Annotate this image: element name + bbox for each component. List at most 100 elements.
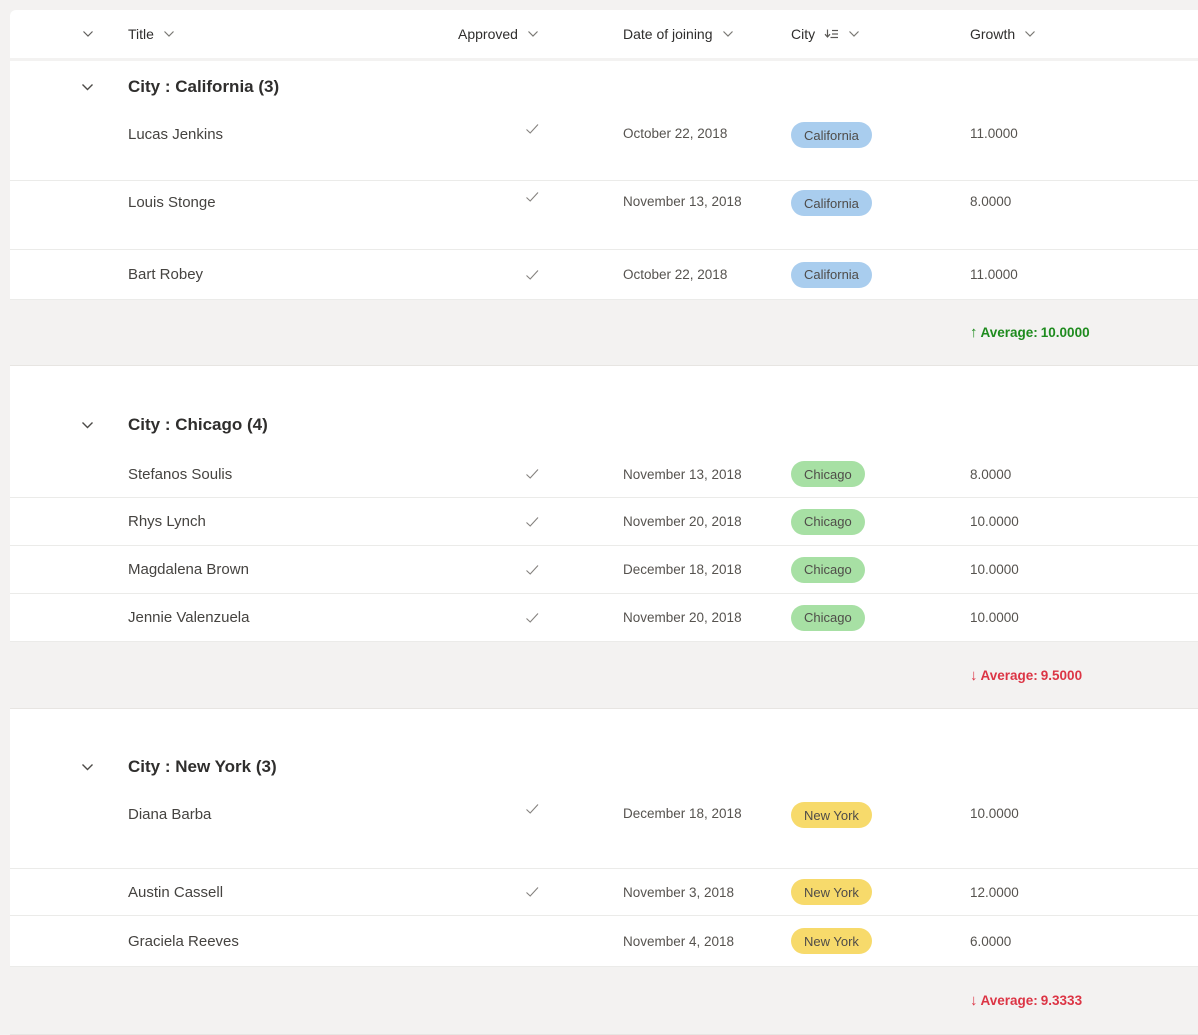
summary-label: Average:	[980, 667, 1038, 683]
title-cell: Austin Cassell	[118, 869, 450, 915]
group-header-row[interactable]: City : New York (3)	[10, 741, 1198, 793]
group-header-row[interactable]: City : Chicago (4)	[10, 399, 1198, 451]
group-summary-row: ↓ Average: 9.3333	[10, 967, 1198, 1035]
column-header-growth[interactable]: Growth	[960, 10, 1198, 58]
growth-cell: 11.0000	[960, 250, 1198, 299]
row-title-text: Jennie Valenzuela	[128, 609, 250, 626]
growth-text: 12.0000	[970, 884, 1019, 900]
title-cell: Magdalena Brown	[118, 546, 450, 593]
date-cell: November 13, 2018	[615, 451, 780, 497]
date-cell	[615, 300, 780, 365]
group-summary-row: ↑ Average: 10.0000	[10, 300, 1198, 366]
table-row[interactable]: Stefanos Soulis November 13, 2018 Chicago 8…	[10, 451, 1198, 498]
approved-check-icon	[525, 803, 540, 815]
date-text: December 18, 2018	[623, 562, 742, 577]
date-text: November 20, 2018	[623, 514, 742, 529]
column-header-city[interactable]: City	[780, 10, 960, 58]
column-header-date-of-joining[interactable]: Date of joining	[615, 10, 780, 58]
expand-cell	[10, 113, 118, 180]
summary-value: 9.5000	[1040, 667, 1083, 683]
date-text: November 4, 2018	[623, 933, 735, 949]
row-title-text: Austin Cassell	[128, 883, 224, 901]
group-chevron-icon[interactable]	[81, 421, 94, 430]
approved-cell	[450, 113, 615, 180]
city-cell: Chicago	[780, 594, 960, 641]
approved-cell	[450, 869, 615, 915]
row-title-text: Stefanos Soulis	[128, 465, 233, 483]
collapse-all-chevron-icon[interactable]	[82, 30, 94, 38]
title-cell: Graciela Reeves	[118, 916, 450, 966]
table-row[interactable]: Louis Stonge November 13, 2018 California 8…	[10, 181, 1198, 250]
chevron-down-icon[interactable]	[163, 30, 175, 38]
group-title-cell: City : Chicago (4)	[118, 399, 450, 451]
table-row[interactable]: Magdalena Brown December 18, 2018 Chicago 1…	[10, 546, 1198, 594]
growth-text: 10.0000	[970, 806, 1019, 821]
date-cell: October 22, 2018	[615, 250, 780, 299]
group-title: City : California (3)	[128, 77, 280, 96]
table-row[interactable]: Austin Cassell November 3, 2018 New York 12…	[10, 869, 1198, 916]
column-header-title[interactable]: Title	[118, 10, 450, 58]
approved-cell	[450, 546, 615, 593]
expand-cell	[10, 741, 118, 793]
chevron-down-icon[interactable]	[1024, 30, 1036, 38]
table-row[interactable]: Diana Barba December 18, 2018 New York 10.0…	[10, 793, 1198, 869]
city-badge: California	[791, 122, 872, 148]
city-cell	[780, 967, 960, 1034]
city-badge: Chicago	[791, 604, 865, 631]
approved-cell	[450, 498, 615, 545]
title-cell: Lucas Jenkins	[118, 113, 450, 180]
chevron-down-icon[interactable]	[527, 30, 539, 38]
growth-cell: 11.0000	[960, 113, 1198, 180]
table-row[interactable]: Bart Robey October 22, 2018 California 11.0…	[10, 250, 1198, 300]
expand-cell	[10, 967, 118, 1034]
group: City : New York (3) Diana Barba December 1…	[10, 741, 1198, 1035]
group: City : California (3) Lucas Jenkins Octobe…	[10, 61, 1198, 366]
growth-text: 10.0000	[970, 610, 1019, 625]
growth-cell: 10.0000	[960, 594, 1198, 641]
group-title: City : New York (3)	[128, 757, 277, 776]
collapse-all-button[interactable]	[10, 10, 118, 58]
column-header-label: Date of joining	[623, 26, 713, 42]
table-row[interactable]: Graciela Reeves November 4, 2018 New York 6…	[10, 916, 1198, 967]
expand-cell	[10, 642, 118, 708]
summary-label: Average:	[980, 993, 1038, 1008]
date-cell: November 20, 2018	[615, 498, 780, 545]
group-header-row[interactable]: City : California (3)	[10, 61, 1198, 113]
grid-body: City : California (3) Lucas Jenkins Octobe…	[10, 61, 1198, 1035]
growth-text: 10.0000	[970, 514, 1019, 529]
date-text: November 13, 2018	[623, 466, 742, 482]
approved-cell	[450, 594, 615, 641]
data-grid: Title Approved Date of joining City	[10, 10, 1198, 1035]
expand-cell	[10, 498, 118, 545]
column-header-approved[interactable]: Approved	[450, 10, 615, 58]
column-header-label: Approved	[458, 26, 518, 42]
approved-cell	[450, 181, 615, 249]
city-badge: New York	[791, 928, 872, 954]
approved-check-icon	[525, 269, 540, 281]
group-chevron-icon[interactable]	[81, 83, 94, 92]
summary-text: ↓ Average: 9.3333	[970, 993, 1082, 1008]
growth-cell: 6.0000	[960, 916, 1198, 966]
table-row[interactable]: Jennie Valenzuela November 20, 2018 Chicag…	[10, 594, 1198, 642]
growth-text: 11.0000	[970, 267, 1018, 282]
approved-check-icon	[525, 612, 540, 624]
table-row[interactable]: Lucas Jenkins October 22, 2018 California 1…	[10, 113, 1198, 181]
date-text: December 18, 2018	[623, 806, 742, 821]
expand-cell	[10, 300, 118, 365]
city-cell	[780, 642, 960, 708]
growth-cell: 10.0000	[960, 498, 1198, 545]
growth-cell: 10.0000	[960, 793, 1198, 868]
row-title-text: Louis Stonge	[128, 194, 216, 211]
group-chevron-icon[interactable]	[81, 763, 94, 772]
table-row[interactable]: Rhys Lynch November 20, 2018 Chicago 10.000…	[10, 498, 1198, 546]
group-title-cell: City : New York (3)	[118, 741, 450, 793]
summary-label: Average:	[980, 325, 1038, 340]
approved-cell	[450, 967, 615, 1034]
chevron-down-icon[interactable]	[722, 30, 734, 38]
expand-cell	[10, 869, 118, 915]
row-title-text: Magdalena Brown	[128, 561, 249, 578]
chevron-down-icon[interactable]	[848, 30, 860, 38]
date-cell: November 20, 2018	[615, 594, 780, 641]
approved-cell	[450, 793, 615, 868]
